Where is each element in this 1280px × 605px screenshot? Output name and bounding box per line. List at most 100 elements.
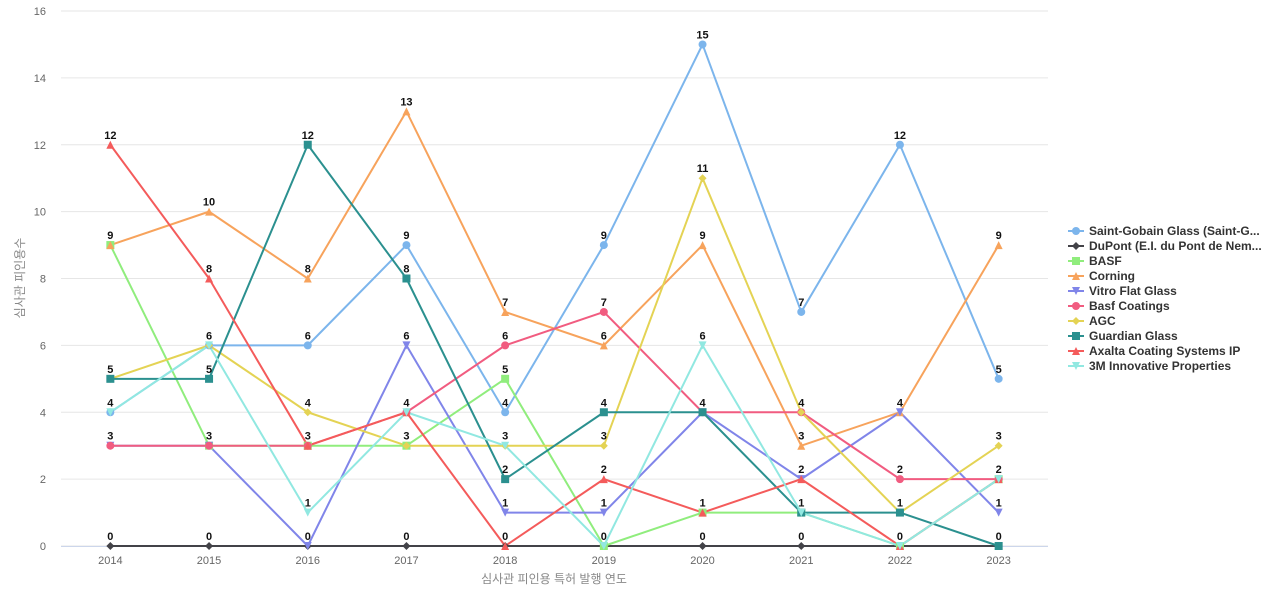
legend-label-agc: AGC bbox=[1089, 314, 1116, 328]
legend-marker-guardian-glass bbox=[1072, 332, 1080, 340]
point-basf-coatings-2015 bbox=[205, 441, 214, 450]
point-vitro-flat-glass-2019 bbox=[599, 508, 608, 517]
legend-item-basf[interactable]: BASF bbox=[1068, 254, 1122, 268]
data-label-2020-corning: 9 bbox=[699, 230, 705, 242]
x-tick-label-2020: 2020 bbox=[690, 555, 714, 567]
data-label-2014-agc: 5 bbox=[107, 364, 113, 376]
point-axalta-coating-systems-ip-2019 bbox=[599, 475, 608, 484]
point-agc-2023 bbox=[994, 441, 1003, 450]
data-label-2019-axalta-coating-systems-ip: 2 bbox=[601, 464, 607, 476]
legend-marker-basf-coatings bbox=[1072, 302, 1080, 310]
point-3m-innovative-properties-2014 bbox=[106, 408, 115, 417]
legend-label-guardian-glass: Guardian Glass bbox=[1089, 329, 1178, 343]
x-tick-label-2014: 2014 bbox=[98, 555, 122, 567]
series-line-saint-gobain-glass-saint-g bbox=[109, 43, 1000, 414]
legend-item-basf-coatings[interactable]: Basf Coatings bbox=[1068, 299, 1170, 313]
x-tick-label-2017: 2017 bbox=[394, 555, 418, 567]
point-dupont-e-i-du-pont-de-nem-2017 bbox=[402, 542, 411, 550]
legend-item-axalta-coating-systems-ip[interactable]: Axalta Coating Systems IP bbox=[1068, 344, 1240, 358]
point-basf-coatings-2018 bbox=[501, 341, 510, 350]
data-label-2021-dupont-e-i-du-pont-de-nem: 0 bbox=[798, 531, 804, 543]
series-line-3m-innovative-properties bbox=[109, 344, 1000, 547]
point-agc-2017 bbox=[402, 441, 411, 450]
y-tick-label-14: 14 bbox=[34, 73, 46, 85]
point-saint-gobain-glass-saint-g-2021 bbox=[797, 307, 806, 316]
data-label-2015-dupont-e-i-du-pont-de-nem: 0 bbox=[206, 531, 212, 543]
point-guardian-glass-2019 bbox=[599, 408, 608, 417]
point-guardian-glass-2017 bbox=[402, 274, 411, 283]
point-corning-2019 bbox=[599, 341, 608, 350]
point-dupont-e-i-du-pont-de-nem-2015 bbox=[205, 542, 214, 550]
x-tick-label-2016: 2016 bbox=[296, 555, 320, 567]
point-agc-2019 bbox=[599, 441, 608, 450]
point-axalta-coating-systems-ip-2020 bbox=[698, 508, 707, 517]
point-guardian-glass-2020 bbox=[698, 408, 707, 417]
data-label-2022-saint-gobain-glass-saint-g: 12 bbox=[894, 130, 906, 142]
data-label-2018-saint-gobain-glass-saint-g: 4 bbox=[502, 397, 509, 409]
legend-marker-3m-innovative-properties bbox=[1072, 362, 1080, 370]
point-vitro-flat-glass-2022 bbox=[895, 408, 904, 417]
legend-marker-dupont-e-i-du-pont-de-nem bbox=[1072, 242, 1080, 250]
legend-item-agc[interactable]: AGC bbox=[1068, 314, 1116, 328]
legend-label-axalta-coating-systems-ip: Axalta Coating Systems IP bbox=[1089, 344, 1240, 358]
data-label-2019-agc: 3 bbox=[601, 431, 607, 443]
point-saint-gobain-glass-saint-g-2017 bbox=[402, 241, 411, 250]
legend-item-dupont-e-i-du-pont-de-nem[interactable]: DuPont (E.I. du Pont de Nem... bbox=[1068, 239, 1262, 253]
series-line-basf bbox=[109, 244, 1000, 547]
data-label-2022-basf-coatings: 2 bbox=[897, 464, 903, 476]
point-axalta-coating-systems-ip-2016 bbox=[303, 441, 312, 450]
point-agc-2021 bbox=[797, 408, 806, 417]
data-label-2023-saint-gobain-glass-saint-g: 5 bbox=[996, 364, 1002, 376]
point-saint-gobain-glass-saint-g-2022 bbox=[895, 140, 904, 149]
y-tick-label-8: 8 bbox=[40, 274, 46, 286]
point-saint-gobain-glass-saint-g-2018 bbox=[501, 408, 510, 417]
data-label-2017-vitro-flat-glass: 6 bbox=[403, 330, 409, 342]
y-tick-label-10: 10 bbox=[34, 207, 46, 219]
point-axalta-coating-systems-ip-2014 bbox=[106, 140, 115, 149]
legend-item-vitro-flat-glass[interactable]: Vitro Flat Glass bbox=[1068, 284, 1177, 298]
point-basf-coatings-2019 bbox=[599, 307, 608, 316]
data-label-2019-corning: 6 bbox=[601, 330, 607, 342]
data-label-2023-guardian-glass: 0 bbox=[996, 531, 1002, 543]
point-3m-innovative-properties-2017 bbox=[402, 408, 411, 417]
data-label-2020-saint-gobain-glass-saint-g: 15 bbox=[696, 29, 708, 41]
point-vitro-flat-glass-2017 bbox=[402, 341, 411, 350]
point-saint-gobain-glass-saint-g-2019 bbox=[599, 241, 608, 250]
data-label-2018-axalta-coating-systems-ip: 0 bbox=[502, 531, 508, 543]
x-tick-label-2021: 2021 bbox=[789, 555, 813, 567]
point-basf-2018 bbox=[501, 374, 510, 383]
data-label-2016-3m-innovative-properties: 1 bbox=[305, 498, 311, 510]
data-label-2022-axalta-coating-systems-ip: 0 bbox=[897, 531, 903, 543]
point-3m-innovative-properties-2016 bbox=[303, 508, 312, 517]
legend-item-saint-gobain-glass-saint-g[interactable]: Saint-Gobain Glass (Saint-G... bbox=[1068, 224, 1260, 238]
point-dupont-e-i-du-pont-de-nem-2021 bbox=[797, 542, 806, 550]
data-label-2016-guardian-glass: 12 bbox=[302, 130, 314, 142]
point-guardian-glass-2015 bbox=[205, 374, 214, 383]
point-vitro-flat-glass-2018 bbox=[501, 508, 510, 517]
data-label-2015-guardian-glass: 5 bbox=[206, 364, 212, 376]
point-axalta-coating-systems-ip-2015 bbox=[205, 274, 214, 283]
data-label-2021-saint-gobain-glass-saint-g: 7 bbox=[798, 297, 804, 309]
x-tick-label-2023: 2023 bbox=[986, 555, 1010, 567]
series-lines bbox=[109, 43, 1000, 547]
data-label-2023-vitro-flat-glass: 1 bbox=[996, 498, 1002, 510]
point-dupont-e-i-du-pont-de-nem-2014 bbox=[106, 542, 115, 550]
legend-item-3m-innovative-properties[interactable]: 3M Innovative Properties bbox=[1068, 359, 1231, 373]
series-line-axalta-coating-systems-ip bbox=[109, 143, 1000, 547]
point-guardian-glass-2023 bbox=[994, 542, 1003, 550]
legend: Saint-Gobain Glass (Saint-G...DuPont (E.… bbox=[1068, 224, 1262, 373]
point-corning-2018 bbox=[501, 307, 510, 316]
data-label-2020-3m-innovative-properties: 6 bbox=[699, 330, 705, 342]
data-label-2016-saint-gobain-glass-saint-g: 6 bbox=[305, 330, 311, 342]
data-label-2023-corning: 9 bbox=[996, 230, 1002, 242]
data-label-2021-axalta-coating-systems-ip: 2 bbox=[798, 464, 804, 476]
data-label-2021-corning: 3 bbox=[798, 431, 804, 443]
legend-item-corning[interactable]: Corning bbox=[1068, 269, 1135, 283]
point-3m-innovative-properties-2021 bbox=[797, 508, 806, 517]
point-basf-coatings-2014 bbox=[106, 441, 115, 450]
data-label-2014-axalta-coating-systems-ip: 12 bbox=[104, 130, 116, 142]
series-markers bbox=[106, 40, 1003, 550]
legend-item-guardian-glass[interactable]: Guardian Glass bbox=[1068, 329, 1178, 343]
legend-label-corning: Corning bbox=[1089, 269, 1135, 283]
